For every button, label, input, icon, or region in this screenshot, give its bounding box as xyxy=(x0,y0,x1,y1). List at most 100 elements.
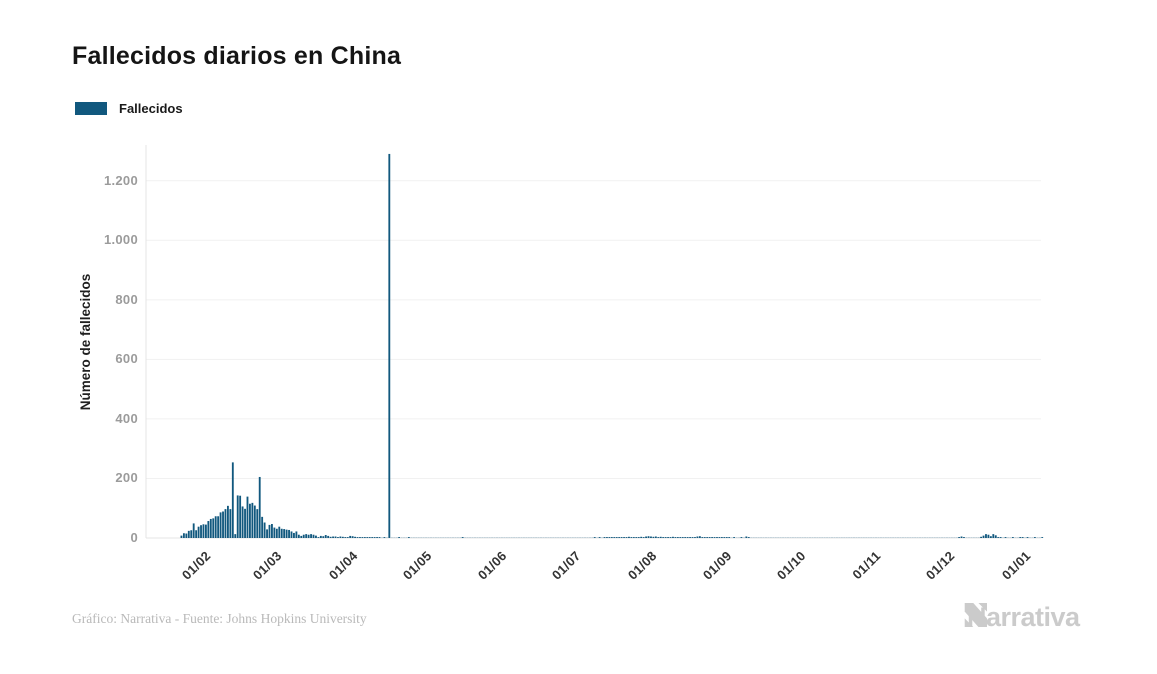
bar-zero xyxy=(483,537,486,538)
y-tick-label: 200 xyxy=(115,470,138,486)
bar-zero xyxy=(801,537,804,538)
bar-zero xyxy=(527,537,530,538)
bar xyxy=(667,537,670,538)
bar xyxy=(598,537,601,538)
bar-zero xyxy=(757,537,760,538)
bar-zero xyxy=(926,537,929,538)
bar-zero xyxy=(882,537,885,538)
bar-zero xyxy=(843,537,846,538)
bar-zero xyxy=(412,537,415,538)
bar xyxy=(319,535,322,538)
bar-zero xyxy=(451,537,455,538)
bar xyxy=(747,537,750,538)
bar xyxy=(610,537,613,538)
bar xyxy=(608,537,611,538)
bar xyxy=(989,536,992,538)
bar-zero xyxy=(508,537,511,538)
bar-zero xyxy=(904,537,907,538)
bar xyxy=(334,536,337,538)
bar-zero xyxy=(786,537,790,538)
bar-zero xyxy=(429,537,433,538)
bar-zero xyxy=(549,537,552,538)
bar xyxy=(339,536,342,538)
bar xyxy=(985,534,987,538)
bar xyxy=(293,532,295,538)
bar-zero xyxy=(447,537,450,538)
bar xyxy=(361,537,364,538)
bar-zero xyxy=(821,537,824,538)
bar xyxy=(640,536,643,538)
bar xyxy=(999,537,1002,538)
bar xyxy=(740,537,743,538)
bar xyxy=(628,536,630,538)
bar xyxy=(261,516,264,538)
bar-zero xyxy=(857,537,860,538)
bar-zero xyxy=(845,537,848,538)
bar-zero xyxy=(1038,537,1041,538)
bar xyxy=(659,536,662,538)
chart-title: Fallecidos diarios en China xyxy=(72,42,402,70)
bar-zero xyxy=(432,537,435,538)
bar xyxy=(980,536,983,538)
bar-zero xyxy=(385,537,388,538)
bar-zero xyxy=(906,537,909,538)
bar-zero xyxy=(571,537,574,538)
bar-zero xyxy=(1009,537,1012,538)
bar-zero xyxy=(1024,537,1027,538)
bar-zero xyxy=(894,537,897,538)
bar-zero xyxy=(970,537,973,538)
bar xyxy=(278,526,281,538)
bar xyxy=(645,536,647,538)
bar xyxy=(398,537,401,538)
bar xyxy=(356,537,359,538)
bar xyxy=(307,534,310,538)
bar xyxy=(329,536,332,538)
bar-zero xyxy=(425,537,428,538)
bar-zero xyxy=(950,537,953,538)
bar-zero xyxy=(405,537,408,538)
bar xyxy=(708,537,711,538)
bar-zero xyxy=(400,537,403,538)
bar-zero xyxy=(566,537,569,538)
bar-zero xyxy=(760,537,763,538)
bar xyxy=(728,537,731,538)
bar-zero xyxy=(818,537,821,538)
source-credit: Gráfico: Narrativa - Fuente: Johns Hopki… xyxy=(72,611,367,626)
legend-item-fallecidos[interactable]: Fallecidos xyxy=(75,101,183,116)
bar xyxy=(676,537,679,538)
bar-zero xyxy=(808,537,812,538)
bar xyxy=(713,537,716,538)
bar xyxy=(236,495,239,538)
bar-zero xyxy=(948,537,951,538)
bar-zero xyxy=(437,537,440,538)
bar xyxy=(200,525,202,538)
bar-zero xyxy=(554,537,557,538)
bar-zero xyxy=(735,537,738,538)
bar xyxy=(657,537,660,538)
bar-zero xyxy=(850,537,853,538)
bar xyxy=(674,537,677,538)
bar-zero xyxy=(953,537,956,538)
bar xyxy=(295,531,298,538)
bar-zero xyxy=(835,537,838,538)
y-tick-label: 1.000 xyxy=(103,232,138,248)
bar xyxy=(1011,537,1014,538)
bar-zero xyxy=(473,537,477,538)
bar-zero xyxy=(742,537,746,538)
bar-zero xyxy=(537,537,540,538)
bar-zero xyxy=(515,537,518,538)
bar-zero xyxy=(916,537,919,538)
bar xyxy=(190,530,193,538)
bar-zero xyxy=(933,537,936,538)
bar xyxy=(1033,537,1036,538)
bar-zero xyxy=(884,537,887,538)
bar xyxy=(669,537,672,538)
bar-zero xyxy=(420,537,423,538)
bar-zero xyxy=(955,537,958,538)
bar xyxy=(733,537,736,538)
bar-zero xyxy=(799,537,802,538)
bar-zero xyxy=(579,537,582,538)
bar xyxy=(349,535,352,538)
bar xyxy=(324,535,327,538)
bar-zero xyxy=(495,537,499,538)
